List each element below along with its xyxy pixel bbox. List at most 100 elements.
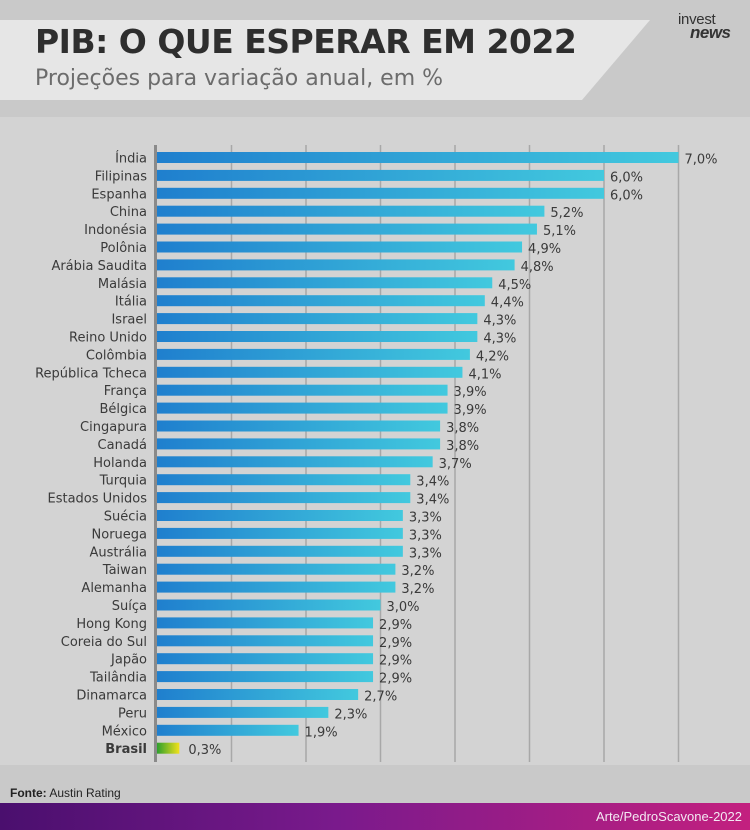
bar — [157, 295, 485, 307]
category-label: Espanha — [91, 187, 147, 202]
category-label: Malásia — [98, 277, 147, 292]
value-label: 3,3% — [409, 528, 442, 543]
category-label: Holanda — [93, 456, 147, 471]
bar — [157, 187, 604, 199]
value-label: 3,9% — [454, 385, 487, 400]
value-label: 3,3% — [409, 511, 442, 526]
bar — [157, 420, 441, 432]
category-label: Suécia — [104, 510, 147, 525]
category-label: Brasil — [105, 742, 147, 757]
bar — [157, 241, 523, 253]
bar — [157, 152, 679, 163]
category-label: Filipinas — [95, 169, 147, 184]
category-label: México — [102, 724, 147, 739]
value-label: 4,1% — [468, 367, 501, 382]
value-label: 3,4% — [416, 493, 449, 508]
category-label: Arábia Saudita — [51, 259, 147, 274]
value-label: 4,9% — [528, 242, 561, 257]
value-label: 6,0% — [610, 188, 643, 203]
value-label: 3,2% — [401, 564, 434, 579]
category-label: Turquia — [99, 474, 147, 489]
bar — [157, 724, 299, 736]
bar — [157, 456, 433, 468]
value-label: 2,9% — [379, 654, 412, 669]
category-label: Alemanha — [81, 581, 147, 596]
bar — [157, 474, 411, 486]
value-label: 4,5% — [498, 278, 531, 293]
bar — [157, 510, 403, 521]
bar-chart: Índia 7,0% Filipinas 6,0% Espanha 6,0% China 5,… — [35, 145, 718, 762]
category-label: Dinamarca — [76, 689, 147, 704]
value-label: 1,9% — [305, 725, 338, 740]
category-label: Austrália — [89, 545, 147, 560]
category-label: República Tcheca — [35, 366, 147, 381]
category-label: Tailândia — [89, 671, 147, 686]
value-label: 3,8% — [446, 421, 479, 436]
art-credit: Arte/PedroScavone-2022 — [596, 809, 742, 824]
category-label: Hong Kong — [76, 617, 147, 632]
bar — [157, 331, 478, 342]
value-label: 3,9% — [454, 403, 487, 418]
value-label: 2,7% — [364, 690, 397, 705]
value-label: 0,3% — [188, 743, 221, 758]
category-label: Indonésia — [84, 223, 147, 238]
title-banner-shape — [0, 20, 650, 100]
value-label: 4,3% — [483, 314, 516, 329]
footer-bar: Arte/PedroScavone-2022 — [0, 803, 750, 830]
category-label: Itália — [115, 295, 147, 310]
bar — [157, 545, 403, 557]
bar — [157, 581, 396, 593]
bar — [157, 169, 604, 181]
category-label: Colômbia — [86, 348, 147, 363]
value-label: 3,7% — [439, 457, 472, 472]
investnews-logo: invest news — [678, 12, 742, 42]
value-label: 5,1% — [543, 224, 576, 239]
category-label: Noruega — [92, 527, 147, 542]
source-label: Fonte: — [10, 786, 47, 800]
bar — [157, 205, 545, 217]
value-label: 3,4% — [416, 475, 449, 490]
bar — [157, 348, 470, 360]
bar — [157, 384, 448, 396]
value-label: 2,9% — [379, 636, 412, 651]
value-label: 6,0% — [610, 170, 643, 185]
bar — [157, 563, 396, 575]
title-banner — [0, 20, 650, 100]
category-label: Bélgica — [99, 402, 147, 417]
category-label: China — [110, 205, 147, 220]
category-label: Reino Unido — [69, 331, 147, 346]
value-label: 3,2% — [401, 582, 434, 597]
value-label: 4,4% — [491, 296, 524, 311]
bar — [157, 706, 329, 718]
value-label: 2,3% — [334, 707, 367, 722]
bar — [157, 599, 381, 611]
bar — [157, 313, 478, 325]
value-label: 4,2% — [476, 349, 509, 364]
bar — [157, 653, 374, 665]
bar — [157, 527, 403, 539]
category-label: Cingapura — [80, 420, 147, 435]
category-label: Estados Unidos — [47, 492, 147, 507]
page-subtitle: Projeções para variação anual, em % — [35, 66, 444, 91]
category-label: Coreia do Sul — [61, 635, 147, 650]
category-label: Peru — [118, 706, 147, 721]
value-label: 7,0% — [685, 153, 718, 168]
value-label: 2,9% — [379, 618, 412, 633]
bar — [157, 223, 537, 235]
value-label: 4,8% — [521, 260, 554, 275]
value-label: 2,9% — [379, 672, 412, 687]
logo-text-top: invest — [678, 11, 716, 28]
logo-text-bottom: news — [690, 23, 731, 42]
bar-highlight — [157, 742, 180, 754]
value-label: 3,3% — [409, 546, 442, 561]
bar — [157, 617, 374, 629]
category-label: Índia — [115, 151, 147, 167]
value-label: 3,8% — [446, 439, 479, 454]
category-label: França — [104, 384, 147, 399]
bar — [157, 689, 359, 700]
bar — [157, 277, 493, 289]
value-label: 3,0% — [387, 600, 420, 615]
category-label: Polônia — [100, 241, 147, 256]
value-label: 4,3% — [483, 332, 516, 347]
category-label: Canadá — [98, 438, 147, 453]
